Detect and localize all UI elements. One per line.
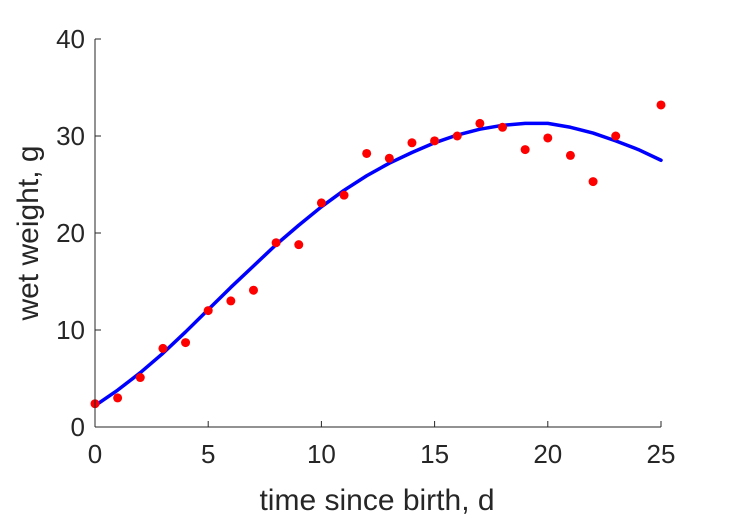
data-point [135, 373, 145, 383]
data-point [520, 145, 530, 155]
data-point [362, 148, 372, 158]
data-point [565, 150, 575, 160]
data-point [384, 153, 394, 163]
data-point [430, 136, 440, 146]
y-axis-label: wet weight, g [12, 145, 45, 321]
data-point [181, 338, 191, 348]
data-point [158, 343, 168, 353]
x-tick-label: 25 [647, 439, 676, 469]
data-point [113, 393, 123, 403]
data-point [316, 198, 326, 208]
data-point [475, 118, 485, 128]
y-tick-label: 0 [71, 412, 85, 442]
data-point [339, 190, 349, 200]
data-point [271, 238, 281, 248]
data-point [203, 306, 213, 316]
data-point [588, 177, 598, 187]
fit-curve [93, 121, 663, 408]
tick-labels: 0 5 10 15 20 25 0 10 20 30 40 [56, 24, 675, 469]
data-point [611, 131, 621, 141]
y-tick-label: 40 [56, 24, 85, 54]
data-point [248, 285, 258, 295]
x-axis-label: time since birth, d [259, 484, 494, 517]
x-tick-label: 0 [88, 439, 102, 469]
data-point [452, 131, 462, 141]
data-point [226, 296, 236, 306]
data-point [407, 138, 417, 148]
y-tick-label: 20 [56, 218, 85, 248]
y-tick-label: 30 [56, 121, 85, 151]
x-tick-label: 10 [307, 439, 336, 469]
data-point [656, 100, 666, 110]
data-point [498, 122, 508, 132]
x-tick-label: 5 [201, 439, 215, 469]
plot-area [90, 100, 666, 409]
axes [94, 38, 662, 428]
y-tick-label: 10 [56, 315, 85, 345]
x-tick-label: 20 [533, 439, 562, 469]
data-point [543, 133, 553, 143]
data-point [294, 240, 304, 250]
x-tick-label: 15 [420, 439, 449, 469]
